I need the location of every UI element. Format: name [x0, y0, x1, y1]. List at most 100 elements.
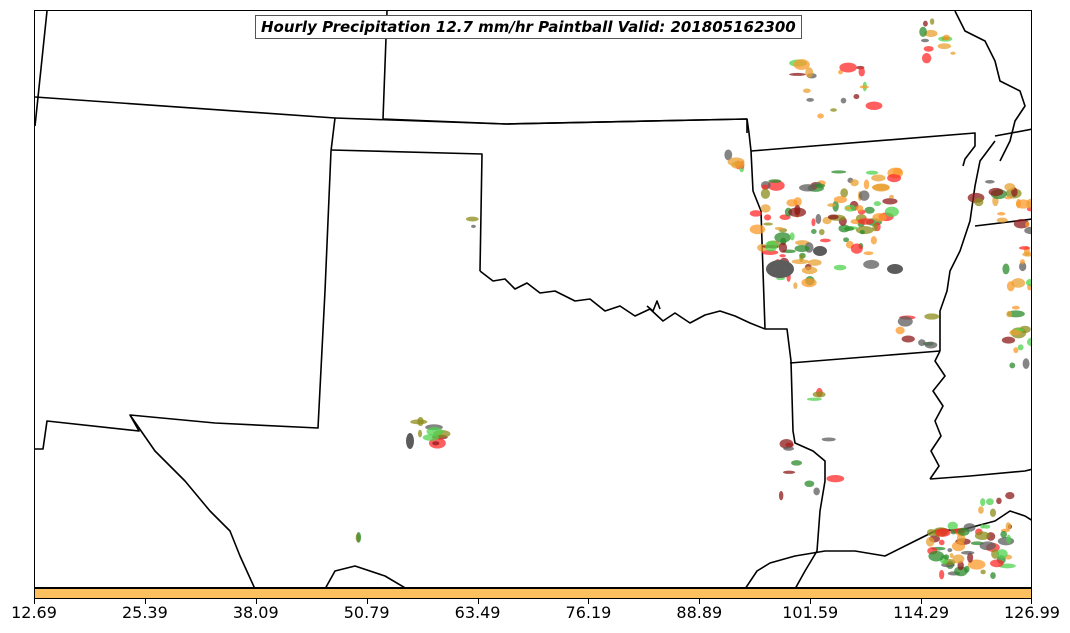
precip-paintball: [1015, 199, 1031, 209]
precip-paintball: [1025, 221, 1030, 228]
precip-paintball: [982, 524, 991, 529]
precip-paintball: [863, 259, 880, 269]
precip-paintball: [1005, 491, 1015, 500]
precip-paintball: [865, 101, 883, 111]
precip-paintball: [974, 531, 990, 541]
precip-paintball: [1001, 336, 1016, 344]
ar-ok-border: [746, 118, 766, 330]
precip-paintball: [821, 437, 836, 442]
precip-paintball: [819, 238, 831, 243]
precip-paintball: [791, 460, 803, 466]
precip-paintball: [760, 204, 771, 213]
precip-paintball: [996, 549, 1008, 559]
precip-paintball: [956, 533, 966, 544]
precip-paintball: [850, 243, 863, 254]
colorbar: [34, 588, 1032, 599]
precip-paintball: [996, 217, 1008, 223]
precip-paintball: [980, 498, 986, 507]
colorbar-tick-label: 114.29: [893, 603, 950, 622]
precip-core: [766, 260, 794, 278]
colorbar-tick-mark: [477, 599, 479, 604]
colorbar-tick-mark: [588, 599, 590, 604]
colorbar-tick-label: 88.89: [676, 603, 723, 622]
precip-paintball: [954, 566, 968, 577]
precip-paintball: [1009, 329, 1022, 336]
precip-paintball: [813, 487, 820, 496]
colorbar-tick-label: 38.09: [232, 603, 279, 622]
map-panel: [34, 10, 1032, 588]
precip-paintball: [947, 521, 958, 531]
precip-paintball: [788, 207, 807, 217]
precip-paintball: [782, 470, 796, 474]
precip-paintball: [830, 108, 837, 112]
precip-paintball: [1004, 196, 1013, 200]
precip-paintball: [1018, 246, 1031, 250]
precip-paintball: [928, 550, 945, 562]
precip-paintball: [786, 199, 798, 207]
precip-paintball: [923, 45, 934, 52]
precip-paintball: [417, 429, 423, 438]
precip-paintball: [801, 266, 818, 275]
precip-paintball: [767, 180, 785, 191]
precip-paintball: [889, 194, 894, 199]
precip-paintball: [922, 20, 928, 27]
precip-paintball: [356, 532, 362, 543]
precip-paintball: [942, 34, 950, 41]
precip-paintball: [811, 228, 817, 234]
precip-paintball: [422, 434, 440, 441]
precip-paintball: [979, 541, 996, 551]
ok-panhandle: [330, 149, 483, 272]
precip-paintball: [840, 188, 849, 198]
precip-paintball: [724, 149, 733, 161]
precip-paintball: [806, 97, 814, 102]
map-title: Hourly Precipitation 12.7 mm/hr Paintbal…: [255, 15, 802, 39]
precip-paintball: [826, 474, 845, 483]
precip-paintball: [843, 226, 855, 231]
precip-paintball: [1020, 259, 1025, 265]
precip-paintball: [989, 508, 997, 518]
precip-paintball: [831, 170, 847, 174]
precip-paintball: [793, 59, 810, 70]
precip-paintball: [858, 190, 870, 201]
colorbar-tick-mark: [255, 599, 257, 604]
precip-paintball: [827, 214, 839, 220]
nm-co-border: [35, 96, 336, 152]
precip-paintball: [1009, 362, 1016, 369]
state-boundaries: [35, 11, 1031, 587]
colorbar-tick-label: 126.99: [1004, 603, 1060, 622]
precip-paintball: [980, 524, 985, 529]
precip-paintball: [943, 554, 950, 560]
precip-paintball: [853, 94, 860, 100]
precip-paintball: [1019, 261, 1027, 272]
precip-paintball: [844, 206, 851, 210]
colorbar-tick-mark: [810, 599, 812, 604]
precip-paintball: [1004, 183, 1016, 191]
ks-ok-border: [334, 117, 748, 125]
la-ms-border: [929, 468, 1031, 480]
precip-paintball: [919, 26, 927, 37]
colorbar-tick-mark: [144, 599, 146, 604]
precip-paintball: [935, 528, 951, 537]
precip-paintball: [884, 206, 899, 217]
precip-paintball: [960, 550, 975, 555]
precip-paintball: [1006, 534, 1012, 544]
precip-paintball: [949, 553, 954, 558]
precip-paintball: [789, 232, 795, 241]
precip-paintball: [749, 224, 766, 235]
precip-paintball: [432, 441, 440, 446]
map-canvas: [35, 11, 1031, 587]
precip-paintball: [843, 237, 850, 243]
precip-paintball: [871, 174, 886, 182]
precip-paintball: [938, 539, 945, 546]
precip-paintball: [1022, 252, 1031, 257]
precip-paintball: [939, 569, 945, 580]
precip-paintball: [997, 212, 1006, 216]
precip-paintball: [988, 187, 1004, 197]
colorado-north-border: [35, 11, 48, 127]
colorbar-tick-mark: [34, 599, 35, 604]
precip-paintball: [863, 251, 874, 256]
tn-border: [994, 128, 1031, 137]
precip-paintball: [924, 29, 938, 37]
precip-core: [887, 264, 903, 274]
precip-paintball: [471, 224, 476, 229]
